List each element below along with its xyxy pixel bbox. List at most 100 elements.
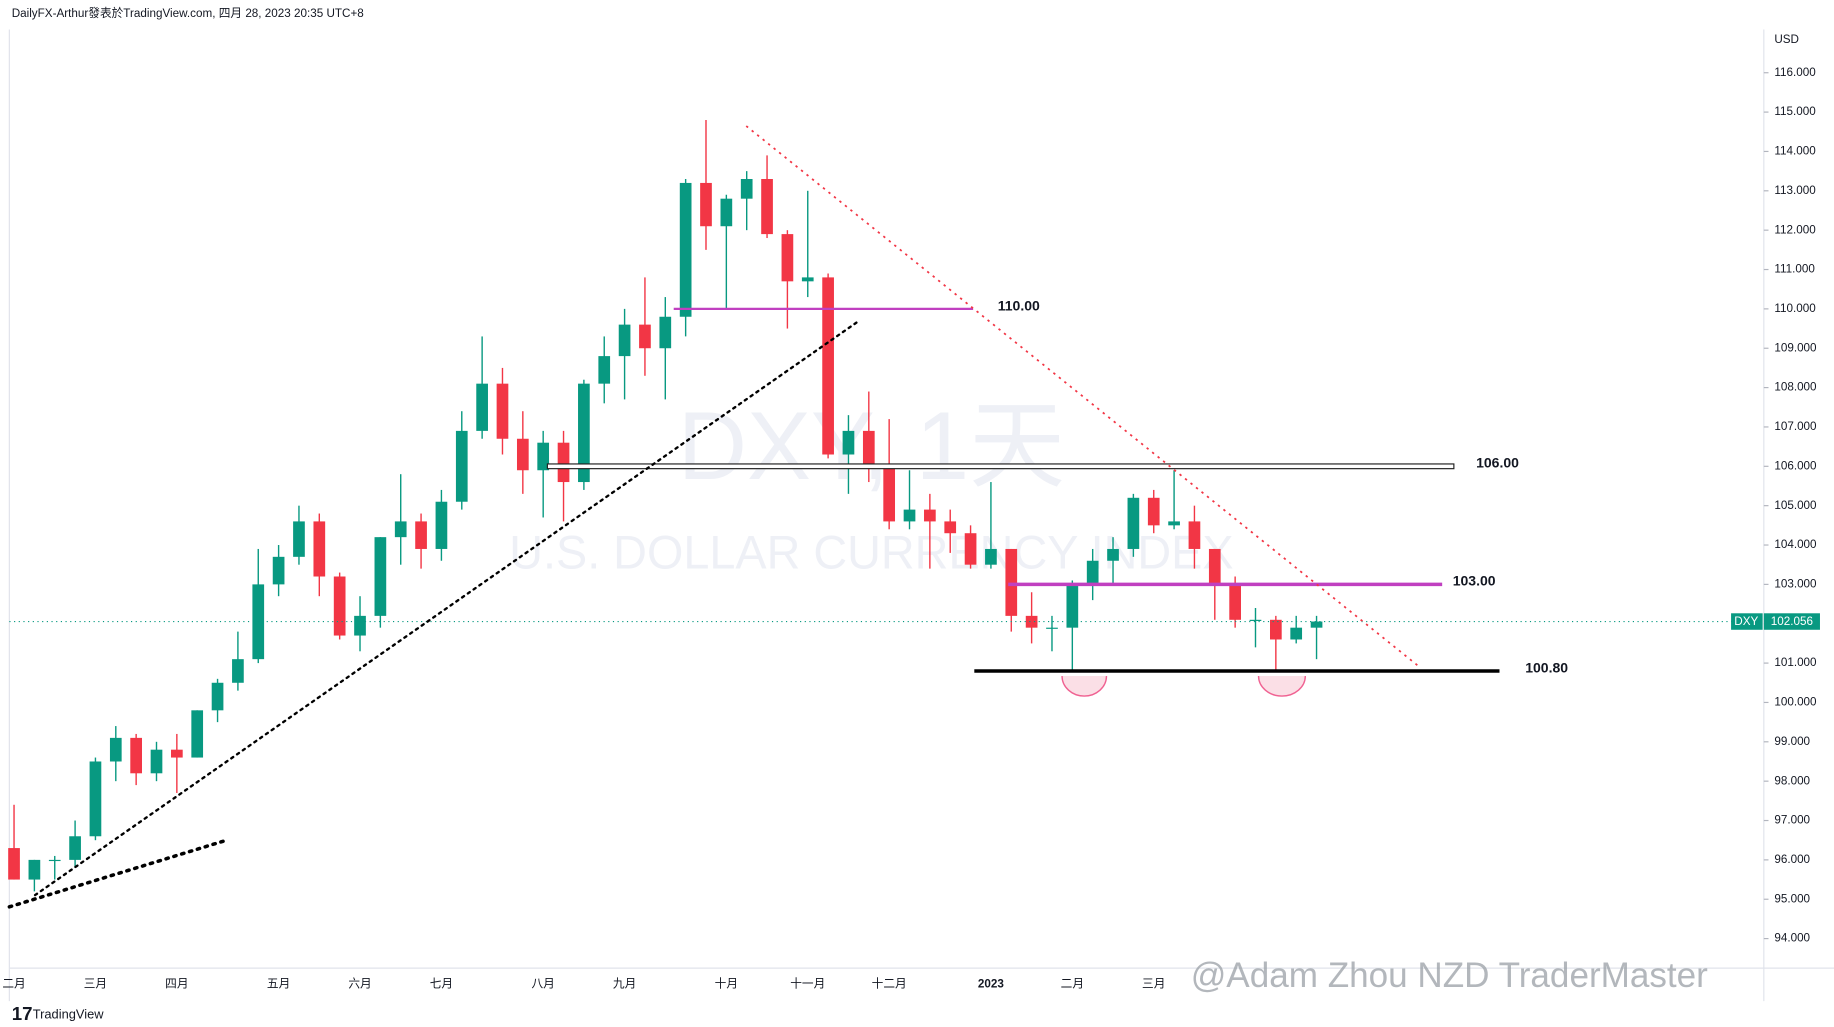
footer: TradingView — [33, 1007, 104, 1022]
currency: USD — [1774, 33, 1799, 46]
x-tick-label: 2023 — [978, 978, 1004, 991]
trend-line — [745, 125, 1419, 667]
level-label: 100.80 — [1525, 659, 1568, 675]
y-tick-label: 95.000 — [1774, 892, 1810, 905]
candle-body — [1269, 619, 1282, 640]
bottom-marker — [1061, 676, 1108, 697]
candle-body — [272, 556, 285, 585]
candle-body — [28, 859, 41, 880]
candle-body — [1208, 548, 1221, 585]
candle-body — [354, 615, 366, 636]
y-tick-label: 96.000 — [1774, 853, 1810, 866]
x-tick-label: 八月 — [532, 978, 555, 991]
candle-body — [537, 442, 550, 471]
candle-body — [1229, 584, 1241, 620]
candle-body — [211, 682, 224, 711]
candle-body — [1066, 584, 1079, 628]
x-tick-label: 九月 — [613, 978, 636, 991]
y-tick-label: 116.000 — [1774, 66, 1816, 79]
author-mark: @Adam Zhou NZD TraderMaster — [1191, 956, 1708, 995]
candle-body — [1086, 560, 1099, 585]
candle-body — [150, 749, 163, 774]
drawings — [7, 125, 1419, 909]
x-tick-label: 二月 — [2, 978, 25, 991]
candle-body — [598, 356, 611, 384]
candle-body — [394, 521, 407, 538]
symbol-tag — [1731, 613, 1763, 630]
y-tick-label: 100.000 — [1774, 696, 1817, 709]
candle-body — [1046, 627, 1058, 629]
candle-body — [1168, 521, 1180, 526]
candle-body — [8, 848, 20, 880]
candle-body — [781, 234, 794, 282]
candle-body — [720, 198, 733, 227]
trend-line — [33, 319, 861, 897]
x-tick-label: 四月 — [165, 978, 188, 991]
x-tick-label: 三月 — [84, 978, 107, 991]
logo: 17 — [12, 1003, 33, 1024]
bottom-marker — [1257, 676, 1307, 697]
x-tick-label: 三月 — [1142, 978, 1165, 991]
symbol-label: DXY — [1734, 615, 1758, 628]
candle-body — [842, 430, 855, 455]
candle-body — [801, 277, 814, 282]
candle-body — [964, 533, 977, 565]
candle-body — [1188, 521, 1201, 549]
candle-body — [578, 383, 590, 483]
candle-body — [1310, 621, 1323, 628]
candle-body — [659, 316, 672, 349]
candle-body — [48, 859, 61, 862]
candle-body — [171, 749, 183, 758]
y-tick-label: 115.000 — [1774, 105, 1816, 118]
watermark-subtitle: U.S. DOLLAR CURRENCY INDEX — [509, 526, 1233, 578]
candle-body — [924, 509, 936, 522]
trend-line — [7, 837, 230, 909]
y-tick-label: 99.000 — [1774, 735, 1810, 748]
x-tick-label: 五月 — [267, 978, 290, 991]
y-tick-label: 98.000 — [1774, 774, 1810, 787]
candle-body — [822, 277, 834, 455]
x-tick-label: 十月 — [715, 977, 738, 991]
candle-body — [700, 182, 712, 227]
candle-body — [1127, 497, 1140, 549]
candle-body — [191, 710, 204, 758]
price-tag — [1763, 613, 1820, 630]
level-label: 106.00 — [1476, 455, 1519, 471]
candle-body — [740, 179, 753, 199]
header: DailyFX-Arthur發表於TradingView.com, 四月 28,… — [12, 6, 365, 20]
candle-body — [1107, 548, 1119, 561]
x-tick-label: 十二月 — [872, 977, 907, 991]
x-tick-label: 二月 — [1061, 978, 1084, 991]
candle-body — [639, 324, 651, 349]
y-tick-label: 110.000 — [1774, 302, 1816, 315]
candle-body — [69, 836, 81, 860]
candle-body — [415, 521, 427, 549]
candle-body — [1025, 615, 1038, 628]
y-tick-label: 101.000 — [1774, 656, 1817, 669]
y-tick-label: 107.000 — [1774, 420, 1817, 433]
level-label: 103.00 — [1453, 573, 1496, 589]
candle-body — [435, 501, 448, 549]
candle-body — [557, 442, 570, 483]
y-tick-label: 104.000 — [1774, 538, 1817, 551]
y-tick-label: 97.000 — [1774, 814, 1810, 827]
x-tick-label: 六月 — [348, 978, 371, 991]
candle-body — [944, 521, 957, 534]
candle-body — [903, 509, 916, 522]
candle-body — [313, 521, 326, 577]
candle-body — [109, 737, 122, 762]
candle-body — [862, 430, 875, 467]
y-tick-label: 113.000 — [1774, 184, 1816, 197]
candle-body — [130, 737, 142, 774]
candle-body — [455, 430, 468, 502]
candle-body — [1290, 627, 1303, 640]
y-tick-label: 106.000 — [1774, 459, 1817, 472]
last-price-label: 102.056 — [1771, 615, 1813, 628]
candle-body — [333, 576, 346, 636]
candle-body — [293, 521, 305, 557]
y-tick-label: 108.000 — [1774, 381, 1817, 394]
candle-body — [516, 438, 529, 471]
candle-body — [476, 383, 488, 431]
candle-body — [1147, 497, 1160, 526]
candle-body — [618, 324, 631, 357]
